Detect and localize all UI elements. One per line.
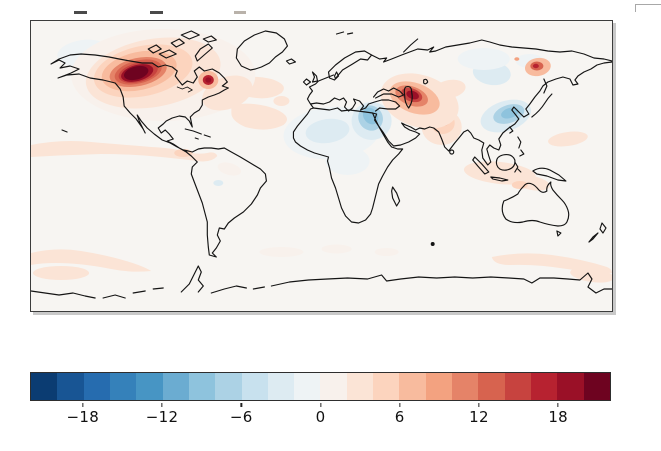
coastline-arctic-islands xyxy=(147,30,217,62)
anomaly-westchina-cool-core xyxy=(501,107,519,119)
coastline-antarctica xyxy=(31,265,612,299)
anomaly-siberia-cool-1 xyxy=(457,48,510,70)
colorbar xyxy=(30,372,611,401)
anomaly-naustralia-warm-spot xyxy=(511,181,528,189)
anomaly-north-atlantic-swirl-lower xyxy=(231,103,288,130)
colorbar-segment-19 xyxy=(530,373,558,400)
colorbar-tickmark--6 xyxy=(240,402,242,407)
anomaly-centralasia-warm xyxy=(433,79,466,99)
colorbar-segment-15 xyxy=(425,373,452,400)
window-corner-artifact-v xyxy=(634,3,636,12)
colorbar-segment-9 xyxy=(267,373,295,400)
anomaly-southern-ocean-mid-2 xyxy=(321,244,352,254)
coastline-scandinavia xyxy=(327,50,373,81)
anomaly-quebec-core xyxy=(205,77,212,83)
anomaly-central-africa-cool xyxy=(325,147,370,175)
colorbar-tickmark--18 xyxy=(82,402,84,407)
anomaly-north-atlantic-swirl-link xyxy=(273,96,290,106)
coastline-australia xyxy=(501,181,607,243)
coastline-hawaii xyxy=(61,129,68,133)
colorbar-segment-13 xyxy=(373,373,400,400)
colorbar-ticklabel--12: −12 xyxy=(145,407,179,426)
coastline-asia-africa xyxy=(292,61,612,224)
colorbar-segment-1 xyxy=(57,373,84,400)
colorbar-segment-4 xyxy=(136,373,163,400)
coastline-sri-lanka xyxy=(449,149,455,155)
anomaly-southern-ocean-mid-3 xyxy=(374,248,399,256)
anomaly-southern-ocean-west-blob xyxy=(33,266,90,280)
anomaly-southern-ocean-west-band xyxy=(31,249,152,272)
cropped-text-dash-1 xyxy=(74,11,87,14)
colorbar-segment-20 xyxy=(557,373,584,400)
coastline-british-isles xyxy=(302,71,319,86)
colorbar-segment-17 xyxy=(478,373,505,400)
coastline-indonesia xyxy=(472,153,567,182)
colorbar-segment-0 xyxy=(31,373,58,400)
map-plot-area xyxy=(30,20,613,312)
anomaly-southern-ocean-mid-1 xyxy=(259,247,304,257)
colorbar-segment-14 xyxy=(399,373,426,400)
colorbar-segments xyxy=(31,373,610,400)
colorbar-segment-21 xyxy=(583,373,610,400)
colorbar-axis: −18 −12 −6 0 6 12 18 xyxy=(30,402,611,429)
colorbar-ticklabel--18: −18 xyxy=(66,407,100,426)
anomaly-nesiberia-core xyxy=(532,63,539,69)
window-corner-artifact-h xyxy=(635,3,661,5)
coastline-black-sea xyxy=(373,87,405,99)
colorbar-ticklabel-0: 0 xyxy=(315,407,326,426)
colorbar-segment-18 xyxy=(504,373,531,400)
coastline-eurasia-arctic xyxy=(371,39,612,63)
coastline-greenland xyxy=(235,30,289,71)
colorbar-segment-2 xyxy=(83,373,110,400)
cropped-text-dash-3 xyxy=(234,11,246,14)
world-map-svg xyxy=(31,21,612,311)
anomaly-bolivia-cool-dot xyxy=(213,180,224,186)
colorbar-ticklabel-6: 6 xyxy=(394,407,405,426)
colorbar-segment-6 xyxy=(188,373,216,400)
coastline-americas xyxy=(50,53,267,258)
colorbar-tickmark-12 xyxy=(478,402,480,407)
anomaly-tropical-pacific-band xyxy=(31,141,218,162)
colorbar-segment-16 xyxy=(452,373,479,400)
colorbar-segment-12 xyxy=(346,373,374,400)
anomaly-siberia-warm-dot xyxy=(514,57,520,61)
colorbar-tickmark-18 xyxy=(557,402,559,407)
colorbar-tickmark-0 xyxy=(319,402,322,407)
colorbar-segment-8 xyxy=(241,373,268,400)
cropped-text-dash-2 xyxy=(150,11,163,14)
coastline-caribbean xyxy=(184,128,211,140)
colorbar-segment-3 xyxy=(109,373,137,400)
anomaly-canada-core xyxy=(123,65,149,81)
coastline-great-lakes xyxy=(176,86,193,93)
anomaly-brazil-warm xyxy=(217,162,242,176)
colorbar-ticklabel-12: 12 xyxy=(469,407,489,426)
coastline-caspian xyxy=(403,78,429,109)
colorbar-segment-5 xyxy=(162,373,189,400)
colorbar-ticklabel--6: −6 xyxy=(229,407,253,426)
colorbar-segment-11 xyxy=(320,373,347,400)
coastline-europe xyxy=(306,74,401,112)
colorbar-ticklabel-18: 18 xyxy=(548,407,569,426)
colorbar-tickmark--12 xyxy=(161,402,163,407)
coastline-philippines xyxy=(517,136,525,157)
anomaly-west-pacific-warm xyxy=(548,131,588,147)
anomaly-sahara-cool-inner xyxy=(305,118,350,144)
colorbar-segment-7 xyxy=(215,373,242,400)
coastline-kerguelen xyxy=(430,242,435,246)
coastline-iceland xyxy=(285,58,297,65)
colorbar-segment-10 xyxy=(294,373,321,400)
coastline-novaya-zemlya xyxy=(335,31,419,53)
coastline-madagascar xyxy=(391,186,401,207)
coastline-japan xyxy=(509,78,553,134)
colorbar-tickmark-6 xyxy=(399,402,401,407)
coastlines xyxy=(31,30,612,299)
